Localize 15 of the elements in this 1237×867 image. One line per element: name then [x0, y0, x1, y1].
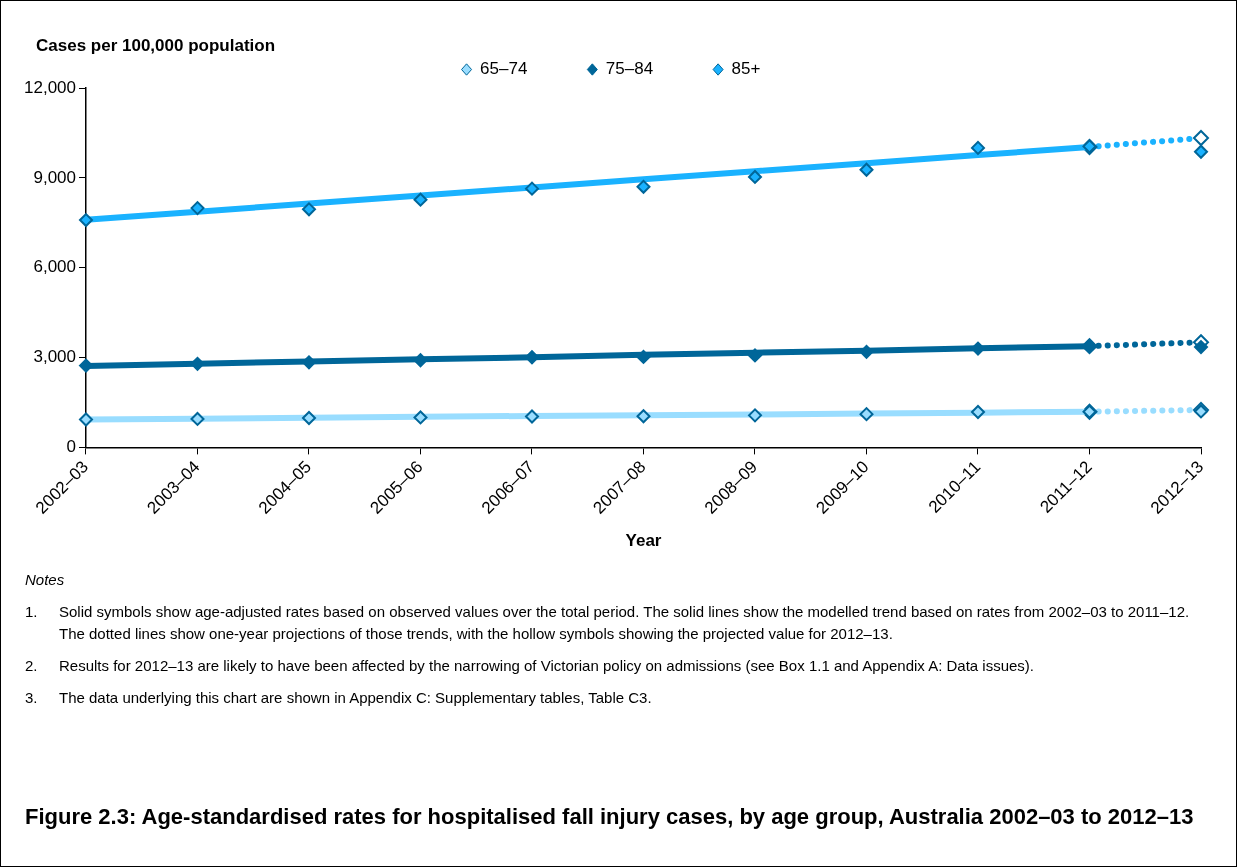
text: 2. Results for 2012–13 are likely to have been affected by the narrowing of Victorian policy on admissions (see Box 1.1 and Appendix A: Data issues).	[25, 657, 1035, 674]
y-tick-label: 9,000	[33, 167, 76, 187]
text: 3. The data underlying this chart are shown in Appendix C: Supplementary tables, Table C3.	[25, 689, 652, 706]
text: 1. Solid symbols show age-adjusted rates based on observed values over the total period. The solid lines show the modelled trend based on rates from 2002–03 to 2011–12. The dotted lines show one-year projections of those trends, with the hollow symbols showing the projected value for 2012–13.	[25, 603, 1190, 642]
legend-label: 65–74	[480, 59, 528, 79]
y-axis-title: Cases per 100,000 population	[36, 35, 276, 55]
text: Notes	[25, 570, 66, 590]
legend-label: 85+	[731, 59, 761, 79]
legend-label: 75–84	[605, 59, 654, 79]
y-tick-label: 12,000	[24, 77, 76, 97]
y-tick-label: 0	[66, 437, 76, 457]
y-tick-label: 6,000	[33, 257, 76, 277]
y-tick-label: 3,000	[33, 347, 76, 367]
x-axis-title: Year	[625, 531, 662, 551]
text: Figure 2.3: Age-standardised rates for hospitalised fall injury cases, by age group, Australia 2002–03 to 2012–13	[25, 803, 1195, 831]
